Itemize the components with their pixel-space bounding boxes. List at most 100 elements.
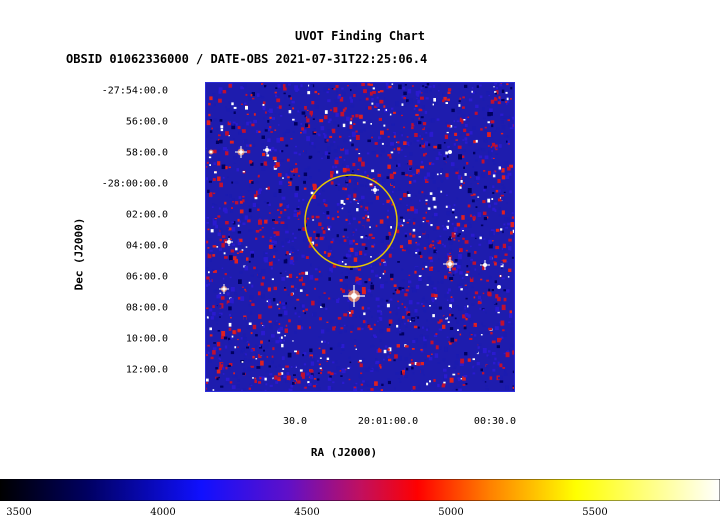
- noise-pixel: [457, 372, 460, 375]
- noise-pixel: [433, 379, 436, 382]
- noise-pixel: [320, 126, 325, 131]
- noise-pixel: [355, 148, 359, 151]
- noise-pixel: [251, 123, 255, 127]
- noise-pixel: [246, 257, 249, 261]
- noise-pixel: [264, 257, 269, 263]
- noise-pixel: [266, 154, 270, 157]
- noise-pixel: [375, 360, 380, 364]
- noise-pixel: [330, 170, 334, 175]
- noise-pixel: [266, 202, 269, 204]
- noise-pixel: [242, 102, 245, 105]
- noise-pixel: [250, 384, 253, 386]
- noise-pixel: [327, 227, 331, 231]
- noise-pixel: [418, 385, 421, 389]
- noise-pixel: [307, 236, 312, 242]
- noise-pixel: [393, 201, 398, 206]
- noise-pixel: [270, 131, 273, 133]
- noise-pixel: [288, 95, 291, 98]
- noise-pixel: [504, 225, 507, 228]
- noise-pixel: [399, 329, 401, 331]
- noise-pixel: [249, 144, 252, 147]
- noise-pixel: [454, 272, 457, 274]
- noise-pixel: [278, 323, 281, 325]
- noise-pixel: [219, 292, 222, 294]
- noise-pixel: [326, 139, 329, 142]
- noise-pixel: [426, 258, 430, 262]
- noise-pixel: [235, 375, 238, 379]
- noise-pixel: [244, 265, 249, 271]
- noise-pixel: [473, 366, 478, 370]
- noise-pixel: [385, 252, 390, 256]
- noise-pixel: [441, 225, 444, 227]
- noise-pixel: [395, 312, 398, 316]
- noise-pixel: [408, 190, 411, 194]
- source-region-circle: [304, 174, 398, 268]
- noise-pixel: [264, 377, 267, 381]
- noise-pixel: [283, 87, 287, 91]
- noise-pixel: [261, 294, 265, 299]
- noise-pixel: [224, 166, 228, 170]
- noise-pixel: [480, 368, 483, 372]
- noise-pixel: [246, 341, 249, 343]
- noise-pixel: [510, 98, 512, 100]
- noise-pixel: [380, 130, 384, 135]
- noise-pixel: [244, 102, 247, 105]
- noise-pixel: [292, 340, 294, 342]
- noise-pixel: [220, 128, 224, 132]
- noise-pixel: [453, 143, 456, 146]
- noise-pixel: [205, 147, 207, 149]
- noise-pixel: [292, 248, 296, 253]
- noise-pixel: [388, 233, 392, 236]
- noise-pixel: [249, 179, 253, 184]
- noise-pixel: [494, 255, 498, 259]
- noise-pixel: [491, 198, 494, 200]
- noise-pixel: [303, 178, 308, 182]
- noise-pixel: [213, 103, 216, 107]
- noise-pixel: [509, 310, 512, 314]
- noise-pixel: [383, 262, 387, 267]
- noise-pixel: [366, 178, 370, 182]
- noise-pixel: [419, 237, 422, 240]
- noise-pixel: [242, 199, 245, 203]
- noise-pixel: [249, 294, 254, 300]
- noise-pixel: [501, 196, 505, 201]
- noise-pixel: [228, 166, 231, 169]
- noise-pixel: [260, 282, 264, 286]
- noise-pixel: [468, 98, 473, 102]
- noise-pixel: [294, 350, 297, 353]
- noise-pixel: [237, 218, 240, 222]
- noise-pixel: [461, 120, 464, 124]
- noise-pixel: [404, 306, 406, 308]
- noise-pixel: [290, 379, 293, 381]
- noise-pixel: [289, 177, 293, 181]
- noise-pixel: [343, 228, 348, 232]
- noise-pixel: [270, 340, 273, 343]
- noise-pixel: [209, 96, 213, 101]
- noise-pixel: [264, 85, 267, 88]
- noise-pixel: [369, 174, 373, 179]
- noise-pixel: [273, 166, 277, 170]
- noise-pixel: [263, 325, 265, 328]
- noise-pixel: [484, 130, 488, 133]
- noise-pixel: [452, 274, 455, 276]
- noise-pixel: [330, 174, 333, 178]
- noise-pixel: [312, 118, 315, 120]
- noise-pixel: [432, 314, 435, 318]
- noise-pixel: [388, 323, 391, 326]
- noise-pixel: [370, 294, 373, 297]
- noise-pixel: [303, 180, 306, 184]
- noise-pixel: [370, 269, 374, 273]
- noise-pixel: [281, 356, 285, 360]
- noise-pixel: [324, 115, 328, 120]
- noise-pixel: [458, 104, 461, 107]
- noise-pixel: [494, 97, 498, 101]
- noise-pixel: [387, 209, 389, 212]
- noise-pixel: [301, 94, 304, 97]
- noise-pixel: [385, 235, 389, 240]
- noise-pixel: [410, 287, 414, 289]
- noise-pixel: [317, 230, 321, 234]
- noise-pixel: [442, 99, 445, 103]
- noise-pixel: [434, 253, 437, 255]
- noise-pixel: [321, 303, 325, 308]
- noise-pixel: [336, 366, 341, 371]
